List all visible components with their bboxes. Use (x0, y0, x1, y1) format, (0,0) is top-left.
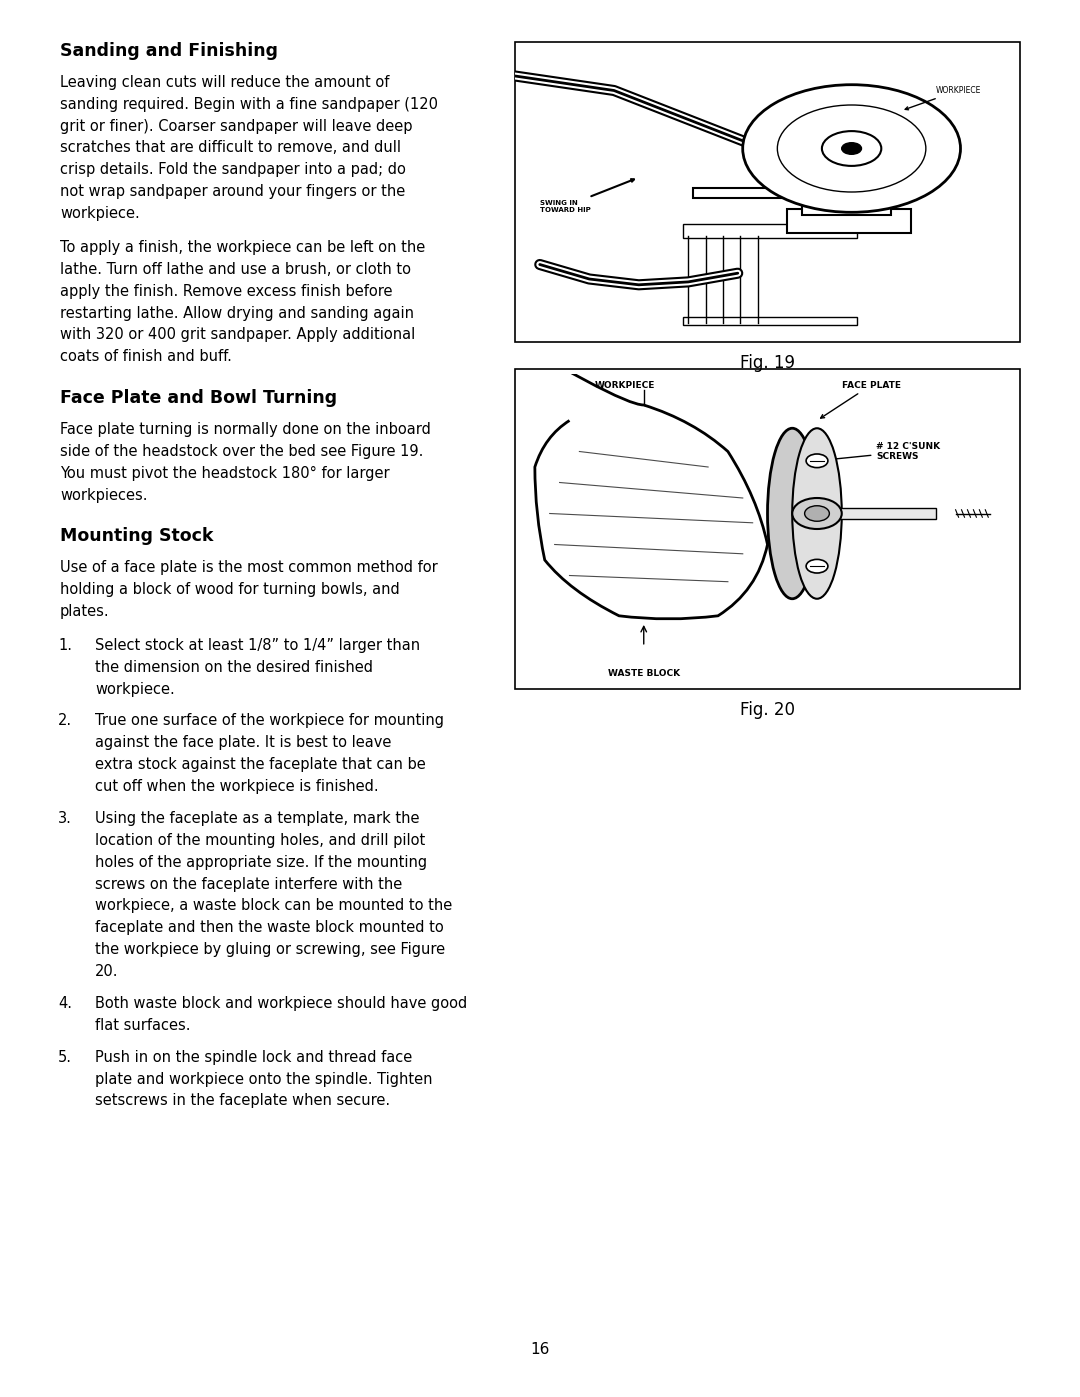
Text: holding a block of wood for turning bowls, and: holding a block of wood for turning bowl… (60, 583, 400, 597)
Text: cut off when the workpiece is finished.: cut off when the workpiece is finished. (95, 780, 379, 793)
Text: apply the finish. Remove excess finish before: apply the finish. Remove excess finish b… (60, 284, 392, 299)
Text: holes of the appropriate size. If the mounting: holes of the appropriate size. If the mo… (95, 855, 427, 870)
Circle shape (806, 559, 828, 573)
Text: side of the headstock over the bed see Figure 19.: side of the headstock over the bed see F… (60, 444, 423, 458)
Text: To apply a finish, the workpiece can be left on the: To apply a finish, the workpiece can be … (60, 240, 426, 254)
Text: plate and workpiece onto the spindle. Tighten: plate and workpiece onto the spindle. Ti… (95, 1071, 432, 1087)
Text: True one surface of the workpiece for mounting: True one surface of the workpiece for mo… (95, 714, 444, 728)
Text: 2.: 2. (58, 714, 72, 728)
Circle shape (778, 105, 926, 191)
Text: workpiece, a waste block can be mounted to the: workpiece, a waste block can be mounted … (95, 898, 453, 914)
Text: 4.: 4. (58, 996, 72, 1011)
Text: Face Plate and Bowl Turning: Face Plate and Bowl Turning (60, 390, 337, 407)
Bar (802, 142, 891, 215)
Bar (515, 42, 1020, 342)
Text: Fig. 19: Fig. 19 (740, 353, 795, 372)
Text: 3.: 3. (58, 810, 72, 826)
Text: Mounting Stock: Mounting Stock (60, 528, 214, 545)
Bar (515, 369, 1020, 689)
Text: Sanding and Finishing: Sanding and Finishing (60, 42, 278, 60)
Text: lathe. Turn off lathe and use a brush, or cloth to: lathe. Turn off lathe and use a brush, o… (60, 261, 411, 277)
Circle shape (841, 142, 862, 154)
Circle shape (822, 131, 881, 166)
Text: against the face plate. It is best to leave: against the face plate. It is best to le… (95, 735, 391, 750)
Circle shape (805, 506, 829, 521)
Text: 20.: 20. (95, 964, 119, 979)
Text: Face plate turning is normally done on the inboard: Face plate turning is normally done on t… (60, 422, 431, 437)
Bar (787, 210, 912, 232)
Text: plates.: plates. (60, 604, 110, 619)
Text: with 320 or 400 grit sandpaper. Apply additional: with 320 or 400 grit sandpaper. Apply ad… (60, 327, 415, 342)
Text: Use of a face plate is the most common method for: Use of a face plate is the most common m… (60, 560, 437, 576)
Bar (684, 224, 856, 239)
Text: location of the mounting holes, and drill pilot: location of the mounting holes, and dril… (95, 833, 426, 848)
Text: restarting lathe. Allow drying and sanding again: restarting lathe. Allow drying and sandi… (60, 306, 414, 320)
Ellipse shape (768, 429, 816, 599)
Text: You must pivot the headstock 180° for larger: You must pivot the headstock 180° for la… (60, 465, 390, 481)
Text: Using the faceplate as a template, mark the: Using the faceplate as a template, mark … (95, 810, 419, 826)
Text: Push in on the spindle lock and thread face: Push in on the spindle lock and thread f… (95, 1049, 413, 1065)
Text: crisp details. Fold the sandpaper into a pad; do: crisp details. Fold the sandpaper into a… (60, 162, 406, 177)
Text: workpiece.: workpiece. (95, 682, 175, 697)
Circle shape (806, 454, 828, 468)
Text: 1.: 1. (58, 638, 72, 652)
Text: setscrews in the faceplate when secure.: setscrews in the faceplate when secure. (95, 1094, 390, 1108)
Text: workpiece.: workpiece. (60, 205, 139, 221)
Bar (693, 187, 816, 198)
PathPatch shape (535, 405, 768, 619)
Text: screws on the faceplate interfere with the: screws on the faceplate interfere with t… (95, 876, 402, 891)
Text: faceplate and then the waste block mounted to: faceplate and then the waste block mount… (95, 921, 444, 936)
Text: the dimension on the desired finished: the dimension on the desired finished (95, 659, 373, 675)
Text: Select stock at least 1/8” to 1/4” larger than: Select stock at least 1/8” to 1/4” large… (95, 638, 420, 652)
Text: 16: 16 (530, 1343, 550, 1356)
Text: Both waste block and workpiece should have good: Both waste block and workpiece should ha… (95, 996, 468, 1011)
Text: not wrap sandpaper around your fingers or the: not wrap sandpaper around your fingers o… (60, 184, 405, 200)
Text: # 12 C'SUNK
SCREWS: # 12 C'SUNK SCREWS (821, 441, 941, 462)
Text: FACE PLATE: FACE PLATE (821, 380, 901, 418)
Text: sanding required. Begin with a fine sandpaper (120: sanding required. Begin with a fine sand… (60, 96, 438, 112)
Text: extra stock against the faceplate that can be: extra stock against the faceplate that c… (95, 757, 426, 773)
Bar (837, 509, 935, 520)
Text: coats of finish and buff.: coats of finish and buff. (60, 349, 232, 365)
Text: SWING IN
TOWARD HIP: SWING IN TOWARD HIP (540, 179, 634, 212)
Text: flat surfaces.: flat surfaces. (95, 1018, 190, 1032)
Text: the workpiece by gluing or screwing, see Figure: the workpiece by gluing or screwing, see… (95, 942, 445, 957)
Circle shape (743, 85, 960, 212)
Text: Leaving clean cuts will reduce the amount of: Leaving clean cuts will reduce the amoun… (60, 75, 390, 89)
Text: scratches that are difficult to remove, and dull: scratches that are difficult to remove, … (60, 141, 401, 155)
Circle shape (793, 497, 841, 529)
Text: 5.: 5. (58, 1049, 72, 1065)
Text: WORKPIECE: WORKPIECE (905, 87, 981, 110)
Text: grit or finer). Coarser sandpaper will leave deep: grit or finer). Coarser sandpaper will l… (60, 119, 413, 134)
Ellipse shape (793, 429, 841, 599)
Text: Fig. 20: Fig. 20 (740, 701, 795, 719)
Bar (684, 317, 856, 326)
Text: WORKPIECE: WORKPIECE (594, 380, 654, 390)
Text: WASTE BLOCK: WASTE BLOCK (608, 669, 679, 678)
Text: workpieces.: workpieces. (60, 488, 148, 503)
